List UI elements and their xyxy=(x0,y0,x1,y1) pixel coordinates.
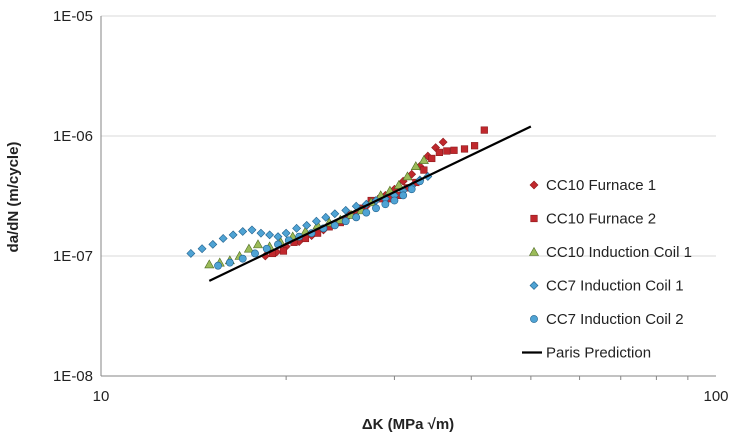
data-point xyxy=(438,137,448,147)
legend-label: Paris Prediction xyxy=(546,345,651,362)
data-point xyxy=(251,249,259,258)
data-point xyxy=(362,208,371,217)
legend-item: CC10 Induction Coil 1 xyxy=(528,244,692,261)
data-point xyxy=(470,142,479,150)
axes xyxy=(100,16,716,380)
data-point xyxy=(443,147,451,155)
series xyxy=(186,125,532,282)
data-point xyxy=(247,225,257,235)
data-point xyxy=(450,146,458,154)
data-point xyxy=(407,185,416,194)
x-tick-label: 100 xyxy=(703,388,728,405)
data-point xyxy=(256,228,266,238)
data-point xyxy=(399,191,408,200)
tick-labels: 1E-08 1E-07 1E-06 1E-05 10 100 xyxy=(53,8,729,405)
data-point xyxy=(292,223,302,233)
data-point xyxy=(302,220,312,230)
legend-swatch xyxy=(530,214,538,223)
legend-label: CC7 Induction Coil 1 xyxy=(546,278,684,295)
data-point xyxy=(381,200,390,209)
data-point xyxy=(420,166,428,174)
data-point xyxy=(341,217,350,226)
grid xyxy=(101,15,716,257)
data-point xyxy=(279,247,288,255)
data-point xyxy=(238,254,247,263)
legend-item: Paris Prediction xyxy=(522,345,651,362)
data-point xyxy=(238,227,248,236)
series-5 xyxy=(208,125,532,282)
legend-label: CC10 Induction Coil 1 xyxy=(546,244,692,261)
data-point xyxy=(228,230,238,240)
y-tick-label: 1E-07 xyxy=(53,248,93,265)
data-point xyxy=(390,196,399,205)
data-point xyxy=(252,239,264,249)
y-tick-label: 1E-08 xyxy=(53,368,93,385)
data-point xyxy=(410,161,421,171)
data-point xyxy=(460,145,469,153)
y-tick-label: 1E-06 xyxy=(53,128,93,145)
legend-label: CC10 Furnace 1 xyxy=(546,177,656,194)
data-point xyxy=(402,171,413,181)
y-axis-title: da/dN (m/cycle) xyxy=(5,142,22,253)
data-point xyxy=(428,154,436,163)
y-tick-label: 1E-05 xyxy=(53,8,93,25)
data-point xyxy=(218,234,228,243)
legend-item: CC10 Furnace 1 xyxy=(529,177,656,194)
data-point xyxy=(265,230,275,240)
data-point xyxy=(281,228,291,238)
legend-item: CC7 Induction Coil 1 xyxy=(529,278,684,295)
legend-swatch xyxy=(530,315,538,323)
x-axis-title: ΔK (MPa √m) xyxy=(362,416,454,433)
legend-item: CC7 Induction Coil 2 xyxy=(530,311,684,328)
data-point xyxy=(204,259,215,269)
data-point xyxy=(330,209,340,219)
data-point xyxy=(197,244,207,254)
data-point xyxy=(243,243,254,253)
data-point xyxy=(393,179,404,189)
data-point xyxy=(225,258,234,267)
legend-swatch xyxy=(529,281,539,290)
data-point xyxy=(186,249,196,258)
paris-prediction-line xyxy=(208,125,532,282)
data-point xyxy=(435,148,443,157)
legend-swatch xyxy=(528,246,540,256)
x-tick-label: 10 xyxy=(93,388,110,405)
data-point xyxy=(372,204,380,213)
data-point xyxy=(214,261,222,270)
data-point xyxy=(418,154,429,164)
data-point xyxy=(480,126,488,134)
legend-label: CC10 Furnace 2 xyxy=(546,211,656,228)
data-point xyxy=(208,239,218,249)
data-point xyxy=(321,212,331,222)
legend-item: CC10 Furnace 2 xyxy=(530,211,656,228)
data-point xyxy=(352,213,361,222)
legend-label: CC7 Induction Coil 2 xyxy=(546,311,684,328)
legend-swatch xyxy=(529,180,539,190)
data-point xyxy=(311,216,321,226)
legend: CC10 Furnace 1 CC10 Furnace 2 CC10 Inducti… xyxy=(522,177,692,362)
